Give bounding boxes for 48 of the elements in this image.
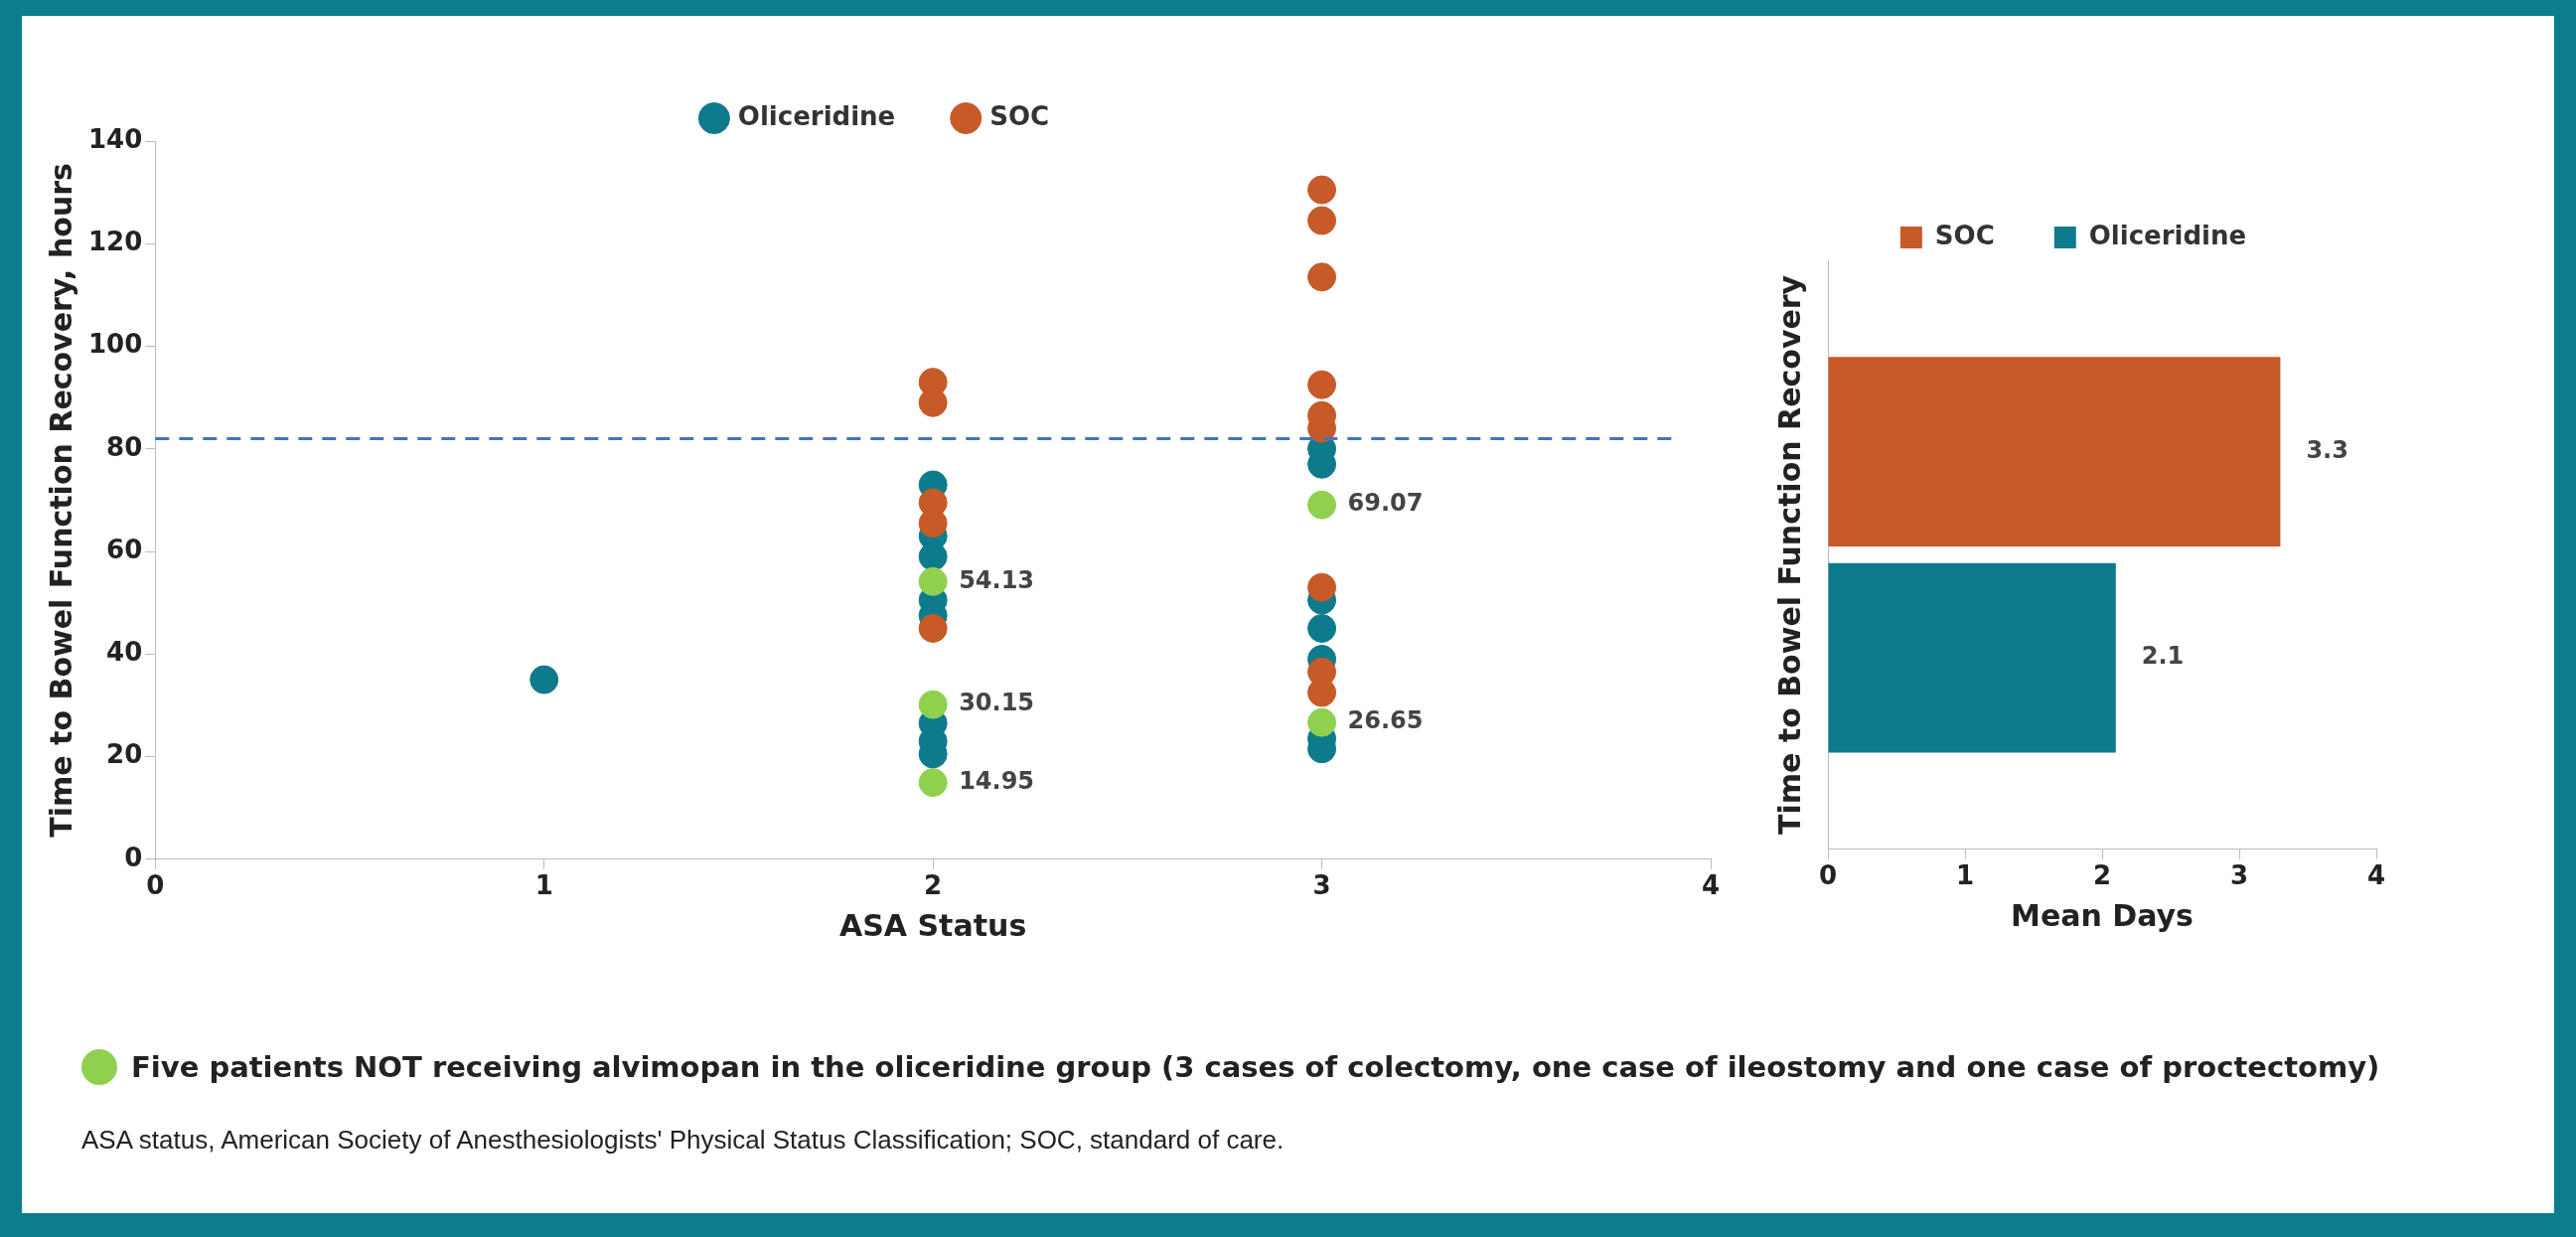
text: Five patients NOT receiving alvimopan in the oliceridine group (3 cases of colectomy, one case of ileostomy and one case of proctectomy) (131, 1050, 2380, 1084)
y-tick-label: 80 (106, 431, 143, 462)
x-tick-label: 4 (2366, 860, 2386, 891)
y-tick-label: 0 (124, 842, 143, 872)
y-tick-label: 40 (106, 637, 143, 668)
x-axis-title: ASA Status (839, 907, 1027, 943)
y-axis-title: Time to Bowel Function Recovery, hours (43, 163, 78, 838)
x-tick-label: 1 (534, 870, 553, 901)
text: ASA status, American Society of Anesthesiologists' Physical Status Classification; SOC, standard of care. (81, 1125, 1285, 1155)
y-tick-label: 60 (106, 534, 143, 564)
x-tick-label: 4 (1701, 870, 1721, 901)
point (1307, 572, 1337, 602)
x-tick-label: 2 (924, 870, 943, 901)
y-axis-title: Time to Bowel Function Recovery (1771, 274, 1807, 835)
x-tick-label: 3 (1312, 870, 1331, 901)
point (918, 613, 948, 643)
data-label: 54.13 (959, 565, 1035, 594)
legend-label: SOC (1934, 220, 1995, 250)
legend-label: Oliceridine (737, 100, 896, 131)
x-tick-label: 0 (1818, 860, 1838, 891)
point (1307, 370, 1337, 399)
data-label: 14.95 (959, 766, 1035, 795)
y-tick-label: 20 (106, 739, 143, 770)
x-tick-label: 1 (1955, 860, 1975, 891)
point (1307, 490, 1337, 520)
y-tick-label: 100 (87, 329, 143, 360)
x-tick-label: 3 (2229, 860, 2249, 891)
x-axis-title: Mean Days (2011, 897, 2194, 933)
data-label: 2.1 (2141, 642, 2185, 671)
point (918, 690, 948, 719)
point (1307, 707, 1337, 737)
legend-label: Oliceridine (2088, 220, 2247, 250)
point (1307, 175, 1337, 205)
data-label: 69.07 (1347, 489, 1424, 518)
data-label: 26.65 (1347, 706, 1424, 735)
x-tick-label: 0 (146, 870, 165, 901)
point (1307, 206, 1337, 235)
y-tick-label: 140 (87, 123, 143, 154)
point (1307, 262, 1337, 292)
point (530, 665, 559, 695)
point (918, 768, 948, 798)
data-label: 30.15 (959, 689, 1035, 717)
point (918, 566, 948, 596)
x-tick-label: 2 (2092, 860, 2112, 891)
legend-label: SOC (989, 100, 1050, 131)
y-tick-label: 120 (87, 227, 143, 257)
data-label: 3.3 (2306, 435, 2349, 464)
point (1307, 613, 1337, 643)
